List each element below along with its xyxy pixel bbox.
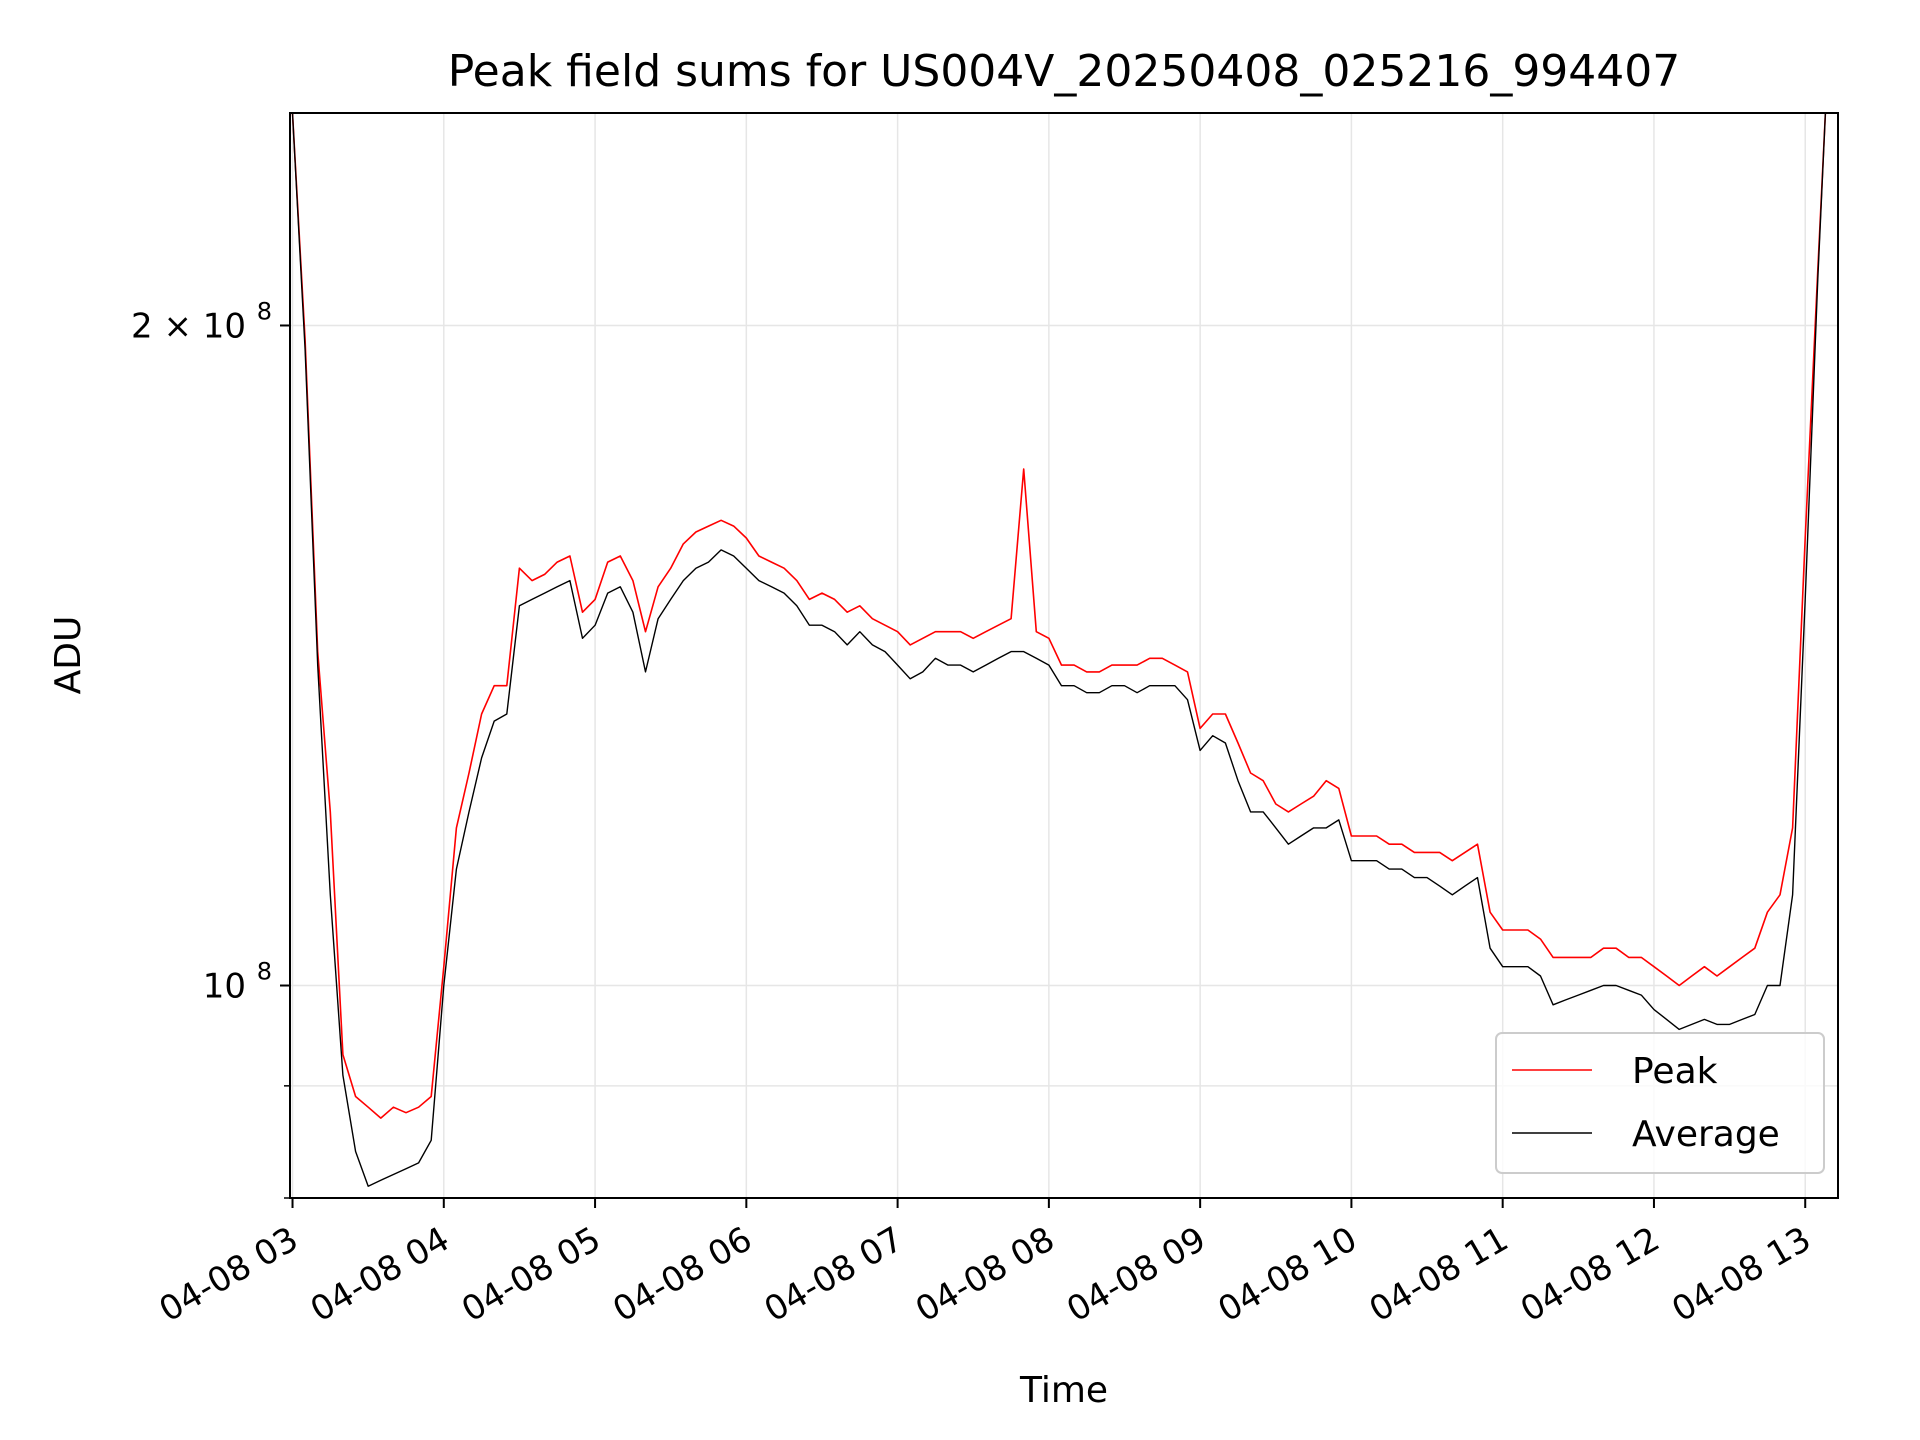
- legend-label-peak: Peak: [1632, 1051, 1718, 1092]
- y-tick-label: 10: [203, 967, 246, 1007]
- y-axis: 10 8 2 × 10 8: [131, 297, 290, 1199]
- chart-title: Peak field sums for US004V_20250408_0252…: [448, 46, 1681, 97]
- y-tick-exponent: 8: [257, 297, 272, 325]
- x-axis-label: Time: [1019, 1370, 1108, 1411]
- plot-frame: [289, 112, 1839, 1199]
- y-axis-label: ADU: [48, 616, 89, 695]
- series-layer: [291, 113, 1827, 1187]
- legend-box: [1495, 1032, 1825, 1174]
- legend: Peak Average: [1495, 1032, 1825, 1174]
- series-line-peak: [291, 113, 1827, 1119]
- legend-label-average: Average: [1632, 1114, 1780, 1155]
- y-tick-exponent: 8: [257, 958, 272, 986]
- y-tick-label: 2 × 10: [131, 306, 246, 346]
- series-line-average: [291, 113, 1827, 1187]
